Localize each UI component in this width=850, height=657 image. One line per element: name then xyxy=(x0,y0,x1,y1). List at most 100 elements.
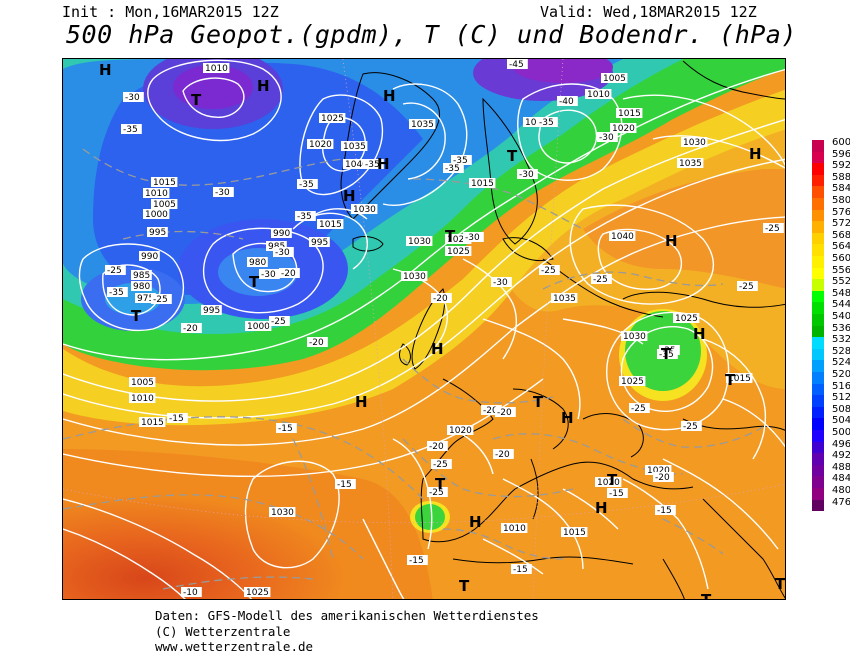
pressure-label: 1020 xyxy=(309,140,332,150)
temperature-label: -20 xyxy=(483,406,498,416)
low-pressure-marker: T xyxy=(661,345,672,363)
temperature-label: -20 xyxy=(433,294,448,304)
pressure-label-box xyxy=(131,281,152,291)
legend-label: 560 xyxy=(832,253,850,264)
pressure-label: 1040 xyxy=(611,232,634,242)
legend-swatch xyxy=(812,395,824,407)
legend-swatch xyxy=(812,244,824,256)
temperature-label-box xyxy=(273,247,294,257)
pressure-label-box xyxy=(147,227,168,237)
legend-label: 496 xyxy=(832,438,850,450)
pressure-label-box xyxy=(266,241,287,251)
pressure-label-box xyxy=(406,236,433,246)
temperature-label: -30 xyxy=(261,270,276,280)
pressure-label: 1030 xyxy=(403,272,426,282)
legend-label: 524 xyxy=(832,357,850,369)
pressure-label-box xyxy=(677,158,704,168)
footer: Daten: GFS-Modell des amerikanischen Wet… xyxy=(155,608,539,655)
legend-label: 500 xyxy=(832,427,850,438)
legend-label: 596 xyxy=(832,148,850,160)
low-pressure-marker: T xyxy=(459,577,470,595)
pressure-label: 1020 xyxy=(449,426,472,436)
pressure-label: 1010 xyxy=(503,524,526,534)
pressure-label: 1000 xyxy=(247,322,270,332)
valid-time: Valid: Wed,18MAR2015 12Z xyxy=(540,3,757,21)
legend-swatch xyxy=(812,302,824,314)
pressure-label: 1025 xyxy=(321,114,344,124)
temperature-label-box xyxy=(451,155,472,165)
legend-label: 548 xyxy=(832,287,850,299)
temperature-label-box xyxy=(491,277,512,287)
temperature-label-box xyxy=(481,405,502,415)
low-pressure-marker: T xyxy=(591,597,602,600)
pressure-label-box xyxy=(681,137,708,147)
legend-label: 592 xyxy=(832,160,850,172)
legend-label: 532 xyxy=(832,334,850,346)
temperature-label-box xyxy=(763,223,784,233)
temperature-label: -25 xyxy=(765,224,780,234)
legend-label: 572 xyxy=(832,218,850,230)
temperature-label-box xyxy=(431,293,452,303)
pressure-label-box xyxy=(601,73,628,83)
pressure-label: 975 xyxy=(137,294,154,304)
temperature-label-box xyxy=(493,449,514,459)
legend-label: 512 xyxy=(832,392,850,404)
legend-swatch xyxy=(812,499,824,512)
low-pressure-marker: T xyxy=(701,591,712,600)
pressure-label-box xyxy=(151,177,178,187)
temperature-label: -30 xyxy=(125,93,140,103)
pressure-label-box xyxy=(469,178,496,188)
pressure-label-box xyxy=(561,527,588,537)
pressure-label-box xyxy=(131,270,152,280)
temperature-label: -25 xyxy=(429,488,444,498)
legend-label: 536 xyxy=(832,322,850,334)
pressure-label: 1030 xyxy=(408,237,431,247)
pressure-label: 1015 xyxy=(525,118,548,128)
temperature-label-box xyxy=(737,281,758,291)
temperature-label-box xyxy=(279,268,300,278)
temperature-label-box xyxy=(629,403,650,413)
pressure-label: 1010 xyxy=(145,189,168,199)
high-pressure-marker: H xyxy=(431,340,444,358)
legend-swatch xyxy=(812,232,824,245)
temperature-label: -30 xyxy=(465,233,480,243)
pressure-label-box xyxy=(610,123,637,133)
pressure-label: 995 xyxy=(311,238,328,248)
low-pressure-marker: T xyxy=(131,307,142,325)
footer-url[interactable]: www.wetterzentrale.de xyxy=(155,639,314,654)
legend-swatch xyxy=(812,360,824,372)
legend-label: 576 xyxy=(832,206,850,218)
temperature-label-box xyxy=(653,472,674,482)
weather-map[interactable]: 1010 1005 1010 1015 1020 1015 1025 1020 1035 1035… xyxy=(62,58,786,600)
temperature-label: -25 xyxy=(631,404,646,414)
legend-swatch xyxy=(812,488,824,500)
pressure-label: 1020 xyxy=(647,466,670,476)
temperature-label-box xyxy=(407,555,428,565)
temperature-label: -35 xyxy=(299,180,314,190)
pressure-label-box xyxy=(445,234,472,244)
legend-swatch xyxy=(812,325,824,338)
pressure-label: 1005 xyxy=(603,74,626,84)
pressure-label: 985 xyxy=(133,271,150,281)
pressure-label: 1035 xyxy=(679,159,702,169)
pressure-label: 1020 xyxy=(447,235,470,245)
low-violet-ne xyxy=(513,59,613,83)
band-yellow xyxy=(63,89,785,426)
footer-source: Daten: GFS-Modell des amerikanischen Wet… xyxy=(155,608,539,623)
high-pressure-marker: H xyxy=(693,325,706,343)
pressure-label: 1005 xyxy=(131,378,154,388)
legend-swatch xyxy=(812,198,824,210)
pressure-label-box xyxy=(501,523,528,533)
temperature-label: -35 xyxy=(445,164,460,174)
pressure-label-box xyxy=(726,373,753,383)
temperature-label: -30 xyxy=(519,170,534,180)
pressure-label-box xyxy=(621,331,648,341)
temperature-label-box xyxy=(121,124,142,134)
footer-copyright: (C) Wetterzentrale xyxy=(155,623,291,639)
legend-swatch xyxy=(812,453,824,465)
temperature-label: -35 xyxy=(297,212,312,222)
temperature-labels: -45-30-35-40-35-30-35 -35-35-30-35-30-35-… xyxy=(105,59,784,598)
temperature-label: -25 xyxy=(541,266,556,276)
temperature-label: -35 xyxy=(539,118,554,128)
